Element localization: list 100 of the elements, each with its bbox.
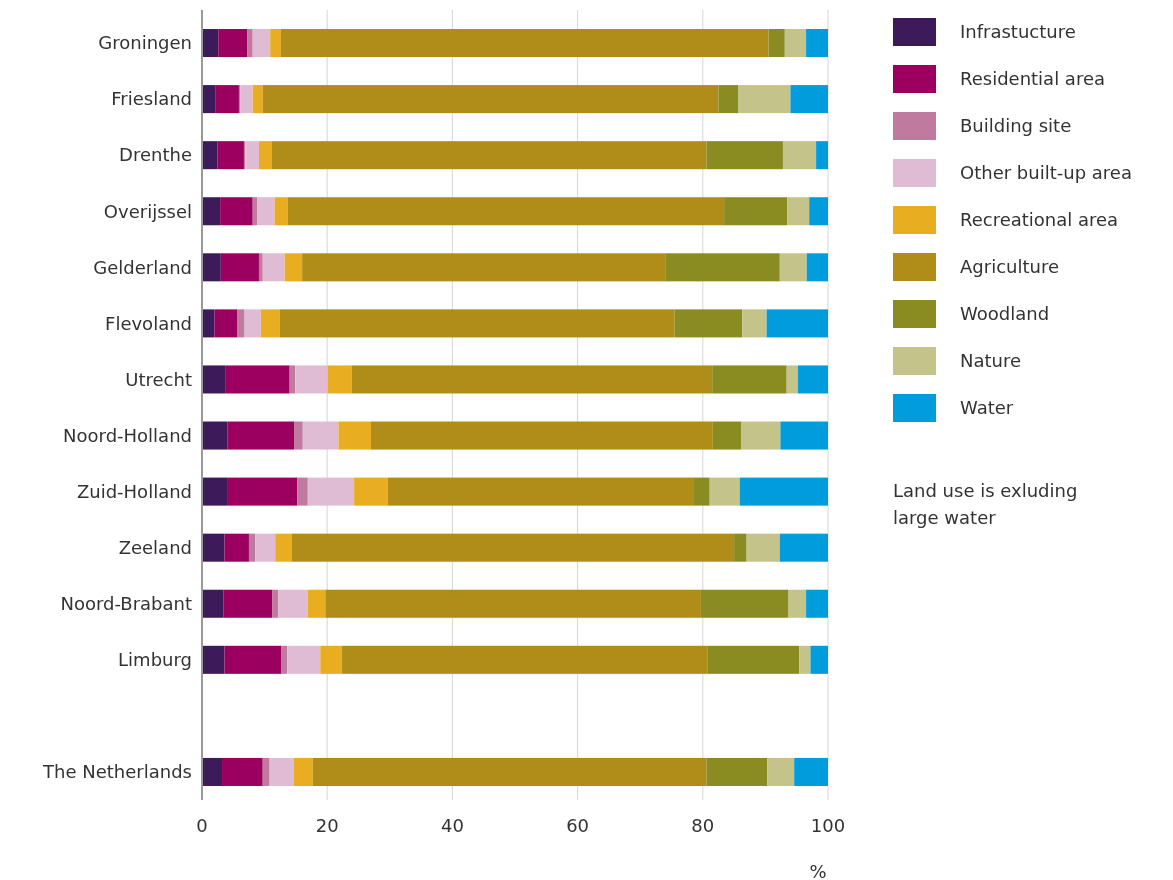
legend-label: Water [960, 397, 1014, 419]
y-tick-label: Zuid-Holland [76, 480, 192, 502]
legend-label: Infrastucture [960, 21, 1076, 43]
x-tick-label: 80 [691, 815, 715, 836]
bar [712, 365, 787, 394]
bar [738, 85, 791, 114]
x-tick-label: 40 [440, 815, 464, 836]
bar [218, 29, 248, 58]
bar [202, 253, 221, 282]
bar [295, 365, 328, 394]
legend-label: Other built-up area [960, 162, 1132, 184]
bar [220, 253, 259, 282]
y-tick-label: Friesland [111, 88, 192, 110]
bar [297, 477, 308, 506]
bar [227, 477, 298, 506]
bar [248, 533, 256, 562]
bar [270, 29, 281, 58]
bar [707, 645, 800, 674]
bar [790, 85, 828, 114]
bar [351, 365, 713, 394]
bar [706, 141, 783, 170]
bar [284, 253, 303, 282]
bar [202, 477, 228, 506]
bar [202, 421, 228, 450]
bar [294, 421, 303, 450]
bar [287, 645, 321, 674]
bar [387, 477, 695, 506]
bar [245, 141, 259, 170]
bar [806, 253, 828, 282]
bar [222, 757, 263, 786]
bar [694, 477, 710, 506]
y-tick-label: The Netherlands [42, 761, 192, 783]
bar [325, 589, 701, 618]
bar [806, 29, 828, 58]
bar [706, 757, 768, 786]
bar [746, 533, 780, 562]
bar [809, 197, 828, 226]
y-tick-label: Flevoland [105, 312, 192, 334]
y-tick-label: Gelderland [93, 256, 192, 278]
bar [252, 85, 263, 114]
bar [202, 589, 224, 618]
bar [674, 309, 743, 338]
legend-label: Recreational area [960, 209, 1119, 231]
bar [262, 253, 285, 282]
bar [784, 29, 807, 58]
bar [712, 421, 741, 450]
bar [294, 757, 313, 786]
bar [341, 645, 708, 674]
y-tick-label: Noord-Holland [63, 424, 192, 446]
bar [739, 477, 828, 506]
bar [740, 421, 781, 450]
bar [202, 197, 221, 226]
bar [810, 645, 828, 674]
y-tick-label: Drenthe [119, 144, 192, 166]
legend-label: Nature [960, 350, 1022, 372]
legend-label: Building site [960, 115, 1072, 137]
bar [734, 533, 747, 562]
bar [225, 365, 290, 394]
y-tick-label: Overijssel [103, 200, 192, 222]
bar [371, 421, 713, 450]
bar [272, 589, 279, 618]
bar [338, 421, 372, 450]
bar [788, 589, 807, 618]
bar [202, 309, 215, 338]
bar [260, 309, 280, 338]
bar [271, 141, 707, 170]
bar [779, 533, 828, 562]
bar [240, 85, 253, 114]
bar [262, 757, 270, 786]
bar [307, 589, 326, 618]
bar [767, 757, 795, 786]
x-axis-title: % [809, 861, 827, 880]
y-tick-label: Noord-Brabant [60, 593, 192, 615]
y-tick-label: Utrecht [125, 368, 192, 390]
bar [279, 309, 675, 338]
bar [287, 197, 725, 226]
bar [258, 253, 263, 282]
bar [252, 29, 271, 58]
bar [202, 645, 225, 674]
bar [278, 589, 308, 618]
bar [718, 85, 739, 114]
bar [806, 589, 828, 618]
bar [262, 85, 719, 114]
bar [215, 85, 239, 114]
legend-label: Agriculture [960, 256, 1059, 278]
bar [258, 141, 272, 170]
bar [257, 197, 275, 226]
bar [220, 197, 253, 226]
bar [202, 533, 225, 562]
bar [665, 253, 780, 282]
y-tick-label: Limburg [118, 649, 192, 671]
bar [786, 365, 798, 394]
x-tick-label: 20 [315, 815, 339, 836]
bar [302, 421, 339, 450]
bar [252, 197, 258, 226]
bar [217, 141, 244, 170]
bar [700, 589, 789, 618]
bar [274, 197, 288, 226]
legend-label: Woodland [960, 303, 1050, 325]
bar [255, 533, 276, 562]
